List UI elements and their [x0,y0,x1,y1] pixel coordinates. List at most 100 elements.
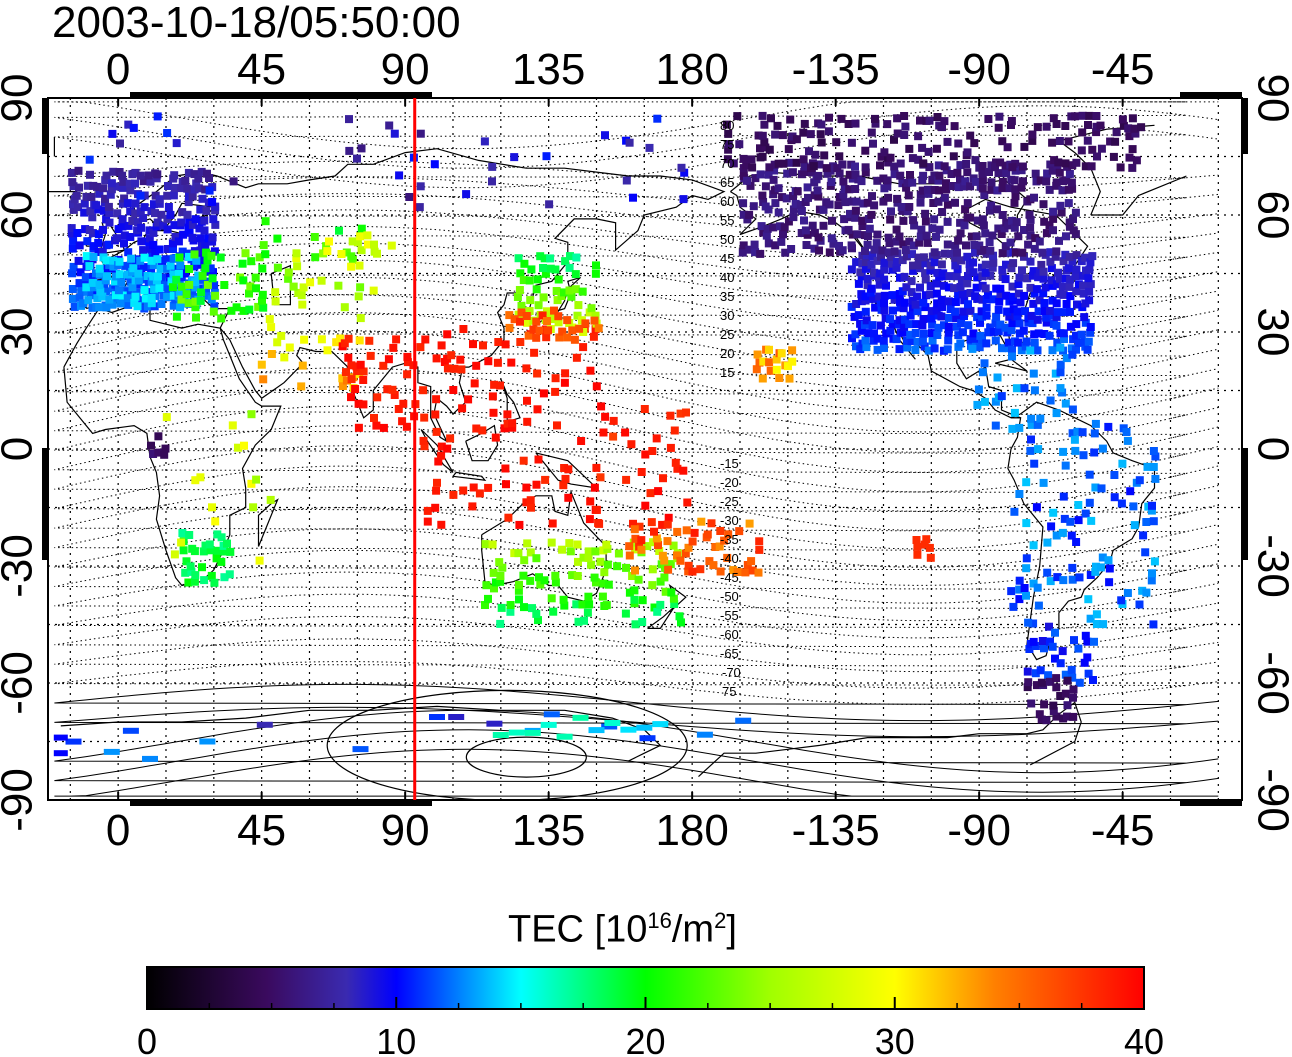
tec-cell [247,479,256,488]
tec-cell [747,557,756,566]
tec-cell [943,137,952,146]
tec-cell [857,290,866,299]
tec-cell [179,230,188,239]
tec-cell [896,159,905,168]
tec-cell [182,557,191,566]
tec-cell [217,533,226,542]
tec-cell [886,315,895,324]
tec-cell [351,385,360,393]
tec-cell [944,297,953,306]
tec-cell [211,291,220,300]
tec-cell [901,246,910,254]
tec-cell [963,279,972,288]
tec-cell [198,194,207,203]
tec-cell [735,140,744,149]
tec-cell [671,458,680,467]
tec-cell [1078,428,1087,437]
tec-cell [190,547,199,556]
tec-cell [1069,712,1078,721]
tec-cell [904,191,913,200]
tec-cell [647,518,656,527]
tec-cell [1105,564,1114,573]
tec-cell [194,174,203,183]
tec-cell [841,198,850,207]
tec-cell [1047,264,1056,273]
tec-cell [1030,386,1039,395]
tec-cell [153,255,162,264]
tec-cell [773,121,782,130]
tec-cell [98,292,107,301]
coastline-path [647,583,687,629]
tec-cell [213,546,222,555]
tec-cell [373,249,381,258]
tec-cell [515,286,524,294]
tec-cell [369,286,378,295]
tec-cell [900,272,909,281]
tec-cell [169,291,178,300]
tec-cell [379,361,388,370]
tec-cell [1023,274,1032,283]
tec-cell [766,366,775,375]
tec-cell [899,240,908,249]
tec-cell [625,588,634,597]
tec-cell [877,252,885,261]
tec-cell [298,361,307,370]
tec-cell [1049,214,1058,223]
tec-cell [1029,299,1038,308]
tec-cell [774,208,783,217]
tec-cell [267,323,276,332]
tec-cell [969,268,978,277]
tec-cell [1055,168,1064,177]
tec-cell [586,366,595,375]
tec-cell [739,154,748,163]
tec-cell [139,177,148,186]
tec-cell [101,176,110,185]
tec-cell [825,248,834,257]
tec-cell [801,198,810,206]
tec-cell [73,229,82,237]
lat-tick-label: 30 [0,308,42,357]
tec-cell [772,365,781,374]
tec-cell [747,155,756,164]
tec-cell [844,120,853,128]
lon-tick-label: -90 [947,806,1011,855]
tec-cell [756,144,764,153]
tec-cell [1068,563,1077,572]
tec-cell [916,283,924,292]
tec-cell [724,129,733,138]
tec-cell [1018,266,1026,275]
tec-cell [957,319,966,328]
tec-cell [797,207,806,215]
tec-cell [951,198,959,207]
tec-cell [95,189,104,198]
tec-cell [927,314,936,323]
tec-cell [311,253,320,262]
tec-cell [880,275,889,284]
tec-cell [892,237,901,246]
tec-cell [643,542,652,551]
tec-cell [1059,329,1068,338]
tec-cell [535,573,543,582]
tec-cell [1027,311,1036,320]
tec-cell [940,162,949,171]
tec-cell [526,548,535,557]
tec-cell [127,254,136,263]
tec-cell [850,312,859,321]
tec-cell [1149,517,1158,526]
tec-cell [1090,448,1099,457]
tec-cell [1028,319,1037,328]
tec-cell [459,325,468,333]
tec-cell [742,161,751,170]
mag-pole-contour [465,736,587,778]
tec-cell [648,447,657,455]
tec-cell [985,206,994,215]
tec-cell [943,200,952,209]
tec-cell [778,131,787,140]
tec-cell [153,272,162,281]
tec-cell [921,209,930,218]
tec-cell [516,269,525,278]
tec-cell [172,275,181,284]
tec-cell [484,483,493,492]
tec-cell [919,329,928,338]
tec-cell [875,292,884,301]
